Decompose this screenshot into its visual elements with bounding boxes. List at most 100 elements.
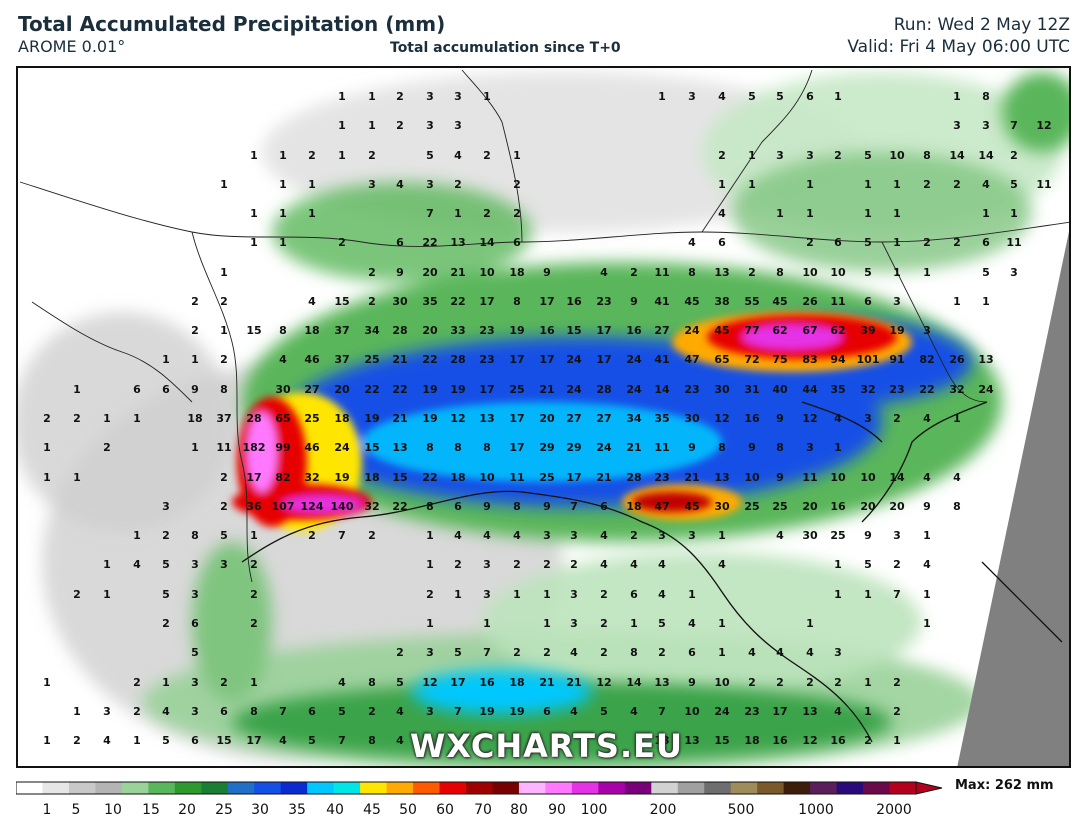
precip-value: 18 (626, 500, 641, 513)
colorbar-cell (307, 782, 335, 794)
precip-value: 5 (454, 646, 462, 659)
max-label: Max: 262 mm (955, 778, 1054, 793)
precip-value: 3 (658, 529, 666, 542)
precip-value: 2 (220, 676, 228, 689)
precip-value: 19 (479, 705, 494, 718)
precip-value: 20 (422, 324, 438, 337)
precip-value: 4 (923, 558, 931, 571)
precip-value: 1 (923, 588, 931, 601)
precip-value: 16 (830, 500, 846, 513)
precip-value: 2 (308, 529, 316, 542)
colorbar-cell (280, 782, 308, 794)
precip-value: 5 (308, 734, 316, 747)
precip-value: 13 (392, 441, 407, 454)
precip-value: 1 (338, 90, 346, 103)
precip-value: 6 (162, 383, 170, 396)
precip-value: 1 (923, 266, 931, 279)
precip-value: 94 (830, 353, 846, 366)
precip-value: 16 (744, 412, 760, 425)
precip-value: 24 (978, 383, 994, 396)
precip-value: 5 (162, 588, 170, 601)
precip-value: 5 (162, 734, 170, 747)
precip-value: 1 (43, 734, 51, 747)
colorbar-cell (492, 782, 520, 794)
precip-value: 19 (509, 324, 524, 337)
precip-value: 11 (802, 471, 817, 484)
precip-value: 1 (834, 90, 842, 103)
precip-value: 9 (191, 383, 199, 396)
precip-value: 2 (630, 529, 638, 542)
precip-value: 8 (776, 441, 784, 454)
precip-value: 6 (191, 734, 199, 747)
precip-value: 10 (830, 471, 846, 484)
precip-value: 8 (513, 500, 521, 513)
precip-value: 4 (133, 558, 141, 571)
precip-value: 1 (162, 676, 170, 689)
precip-value: 18 (509, 266, 524, 279)
precip-value: 4 (162, 705, 170, 718)
colorbar-tick-label: 1000 (798, 802, 834, 818)
precip-value: 35 (830, 383, 845, 396)
precip-value: 2 (513, 207, 521, 220)
precip-value: 4 (279, 353, 287, 366)
precip-value: 10 (479, 266, 495, 279)
precip-value: 3 (776, 149, 784, 162)
precip-value: 15 (246, 324, 261, 337)
precip-value: 1 (658, 90, 666, 103)
outside-domain-area (957, 231, 1069, 766)
precip-value: 8 (368, 676, 376, 689)
precip-value: 37 (334, 324, 349, 337)
colorbar-cell (783, 782, 811, 794)
precip-value: 16 (626, 324, 642, 337)
precip-value: 1 (191, 441, 199, 454)
precip-value: 22 (392, 383, 407, 396)
map-canvas: 1 1 2 3 3 1 1 3 4 5 5 6 1 1 81 1 2 3 3 3 3 7 121 1 2 1 2 5 4 2 1 2 1 3 3 2 5… (18, 69, 1069, 766)
colorbar-cell (360, 782, 388, 794)
precip-value: 3 (191, 705, 199, 718)
precip-value: 1 (483, 90, 491, 103)
precip-value: 9 (776, 412, 784, 425)
precip-value: 2 (43, 412, 51, 425)
precipitation-values: 1 1 2 3 3 1 1 3 4 5 5 6 1 1 81 1 2 3 3 3 3 7 121 1 2 1 2 5 4 2 1 2 1 3 3 2 5… (43, 90, 1051, 747)
precip-value: 2 (893, 705, 901, 718)
colorbar-cell (466, 782, 493, 794)
precip-value: 46 (304, 353, 320, 366)
precip-value: 3 (953, 119, 961, 132)
precip-value: 1 (864, 588, 872, 601)
precip-value: 4 (338, 676, 346, 689)
precip-value: 5 (600, 705, 608, 718)
colorbar-cell (254, 782, 282, 794)
precip-value: 6 (454, 500, 462, 513)
precip-value: 2 (893, 412, 901, 425)
colorbar-tick-label: 10 (104, 802, 122, 818)
precip-value: 32 (860, 383, 875, 396)
precip-value: 15 (714, 734, 729, 747)
precip-value: 1 (718, 617, 726, 630)
run-time: Run: Wed 2 May 12Z (893, 15, 1070, 35)
precip-value: 3 (483, 558, 491, 571)
precip-value: 8 (426, 500, 434, 513)
precip-value: 17 (596, 324, 611, 337)
precip-value: 1 (953, 90, 961, 103)
precip-value: 24 (334, 441, 350, 454)
precip-value: 47 (654, 500, 669, 513)
precip-value: 27 (304, 383, 319, 396)
precip-value: 1 (308, 207, 316, 220)
precip-value: 7 (454, 705, 462, 718)
precip-value: 19 (509, 705, 524, 718)
precip-value: 4 (570, 646, 578, 659)
precip-value: 2 (73, 588, 81, 601)
precip-value: 1 (250, 676, 258, 689)
precip-value: 2 (1010, 149, 1018, 162)
precip-value: 5 (982, 266, 990, 279)
precip-value: 3 (893, 295, 901, 308)
precip-value: 3 (103, 705, 111, 718)
colorbar-cell (598, 782, 626, 794)
precip-value: 1 (103, 588, 111, 601)
precip-value: 16 (539, 324, 555, 337)
precip-value: 1 (250, 149, 258, 162)
precip-value: 1 (162, 353, 170, 366)
precip-value: 2 (483, 207, 491, 220)
precip-value: 1 (220, 178, 228, 191)
precip-value: 1 (893, 734, 901, 747)
